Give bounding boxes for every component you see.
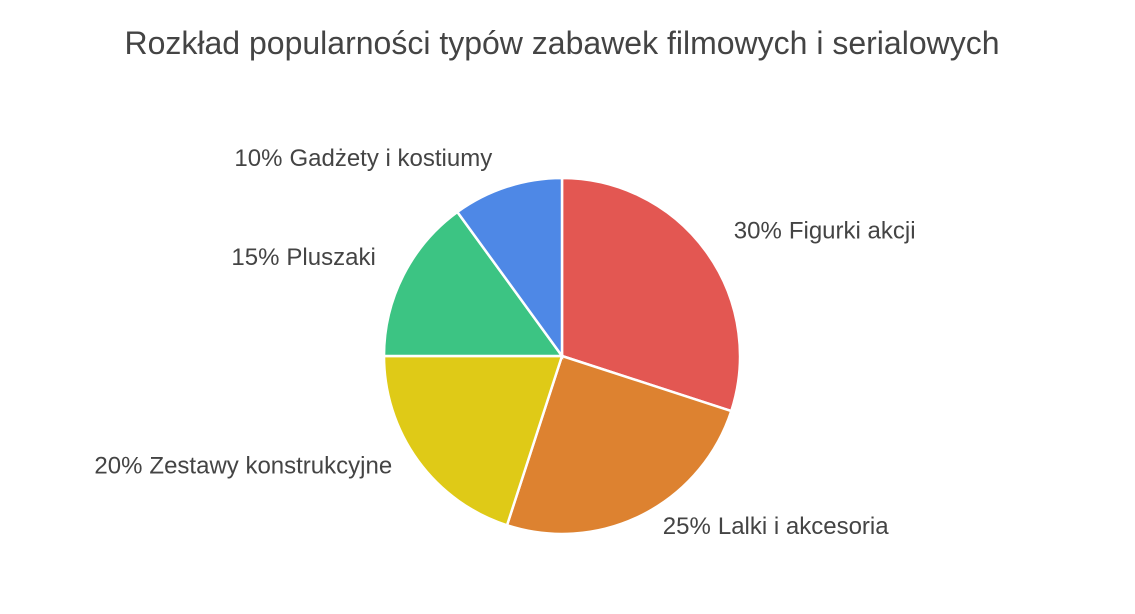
pie-slice (382, 354, 564, 527)
pie-slice (455, 176, 564, 360)
slice-label: 10% Gadżety i kostiumy (234, 145, 492, 172)
pie-slice (382, 210, 565, 358)
slice-value-label: 30% (734, 218, 782, 245)
slice-label: 20% Zestawy konstrukcyjne (94, 453, 392, 480)
pie-slice (505, 354, 733, 536)
slice-label: 15% Pluszaki (231, 245, 375, 272)
slice-category-label: Zestawy konstrukcyjne (149, 453, 392, 480)
slice-category-label: Gadżety i kostiumy (289, 145, 492, 172)
slice-category-label: Figurki akcji (789, 218, 916, 245)
slice-value-label: 20% (94, 453, 142, 480)
slice-value-label: 25% (663, 514, 711, 541)
pie-slice (560, 176, 742, 413)
slice-category-label: Lalki i akcesoria (718, 514, 889, 541)
slice-label: 30% Figurki akcji (734, 218, 916, 245)
slice-label: 25% Lalki i akcesoria (663, 514, 889, 541)
slice-value-label: 15% (231, 245, 279, 272)
chart-title: Rozkład popularności typów zabawek filmo… (124, 25, 1000, 61)
slice-value-label: 10% (234, 145, 282, 172)
slice-category-label: Pluszaki (286, 245, 375, 272)
